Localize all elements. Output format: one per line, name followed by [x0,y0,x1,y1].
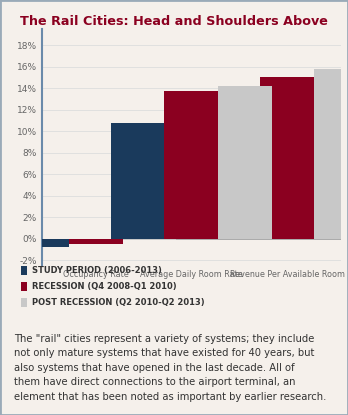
Bar [69,239,122,244]
Bar [314,69,348,239]
Bar [260,78,314,239]
Text: The "rail" cities represent a variety of systems; they include
not only mature s: The "rail" cities represent a variety of… [14,334,326,402]
Bar [15,239,69,247]
Bar [218,86,272,239]
Text: STUDY PERIOD (2006-2013): STUDY PERIOD (2006-2013) [32,266,162,276]
Bar [122,239,176,240]
Bar [111,122,165,239]
Text: The Rail Cities: Head and Shoulders Above: The Rail Cities: Head and Shoulders Abov… [20,15,328,27]
Text: POST RECESSION (Q2 2010-Q2 2013): POST RECESSION (Q2 2010-Q2 2013) [32,298,205,307]
Bar [165,91,218,239]
Bar [206,122,260,239]
Text: RECESSION (Q4 2008-Q1 2010): RECESSION (Q4 2008-Q1 2010) [32,282,177,291]
